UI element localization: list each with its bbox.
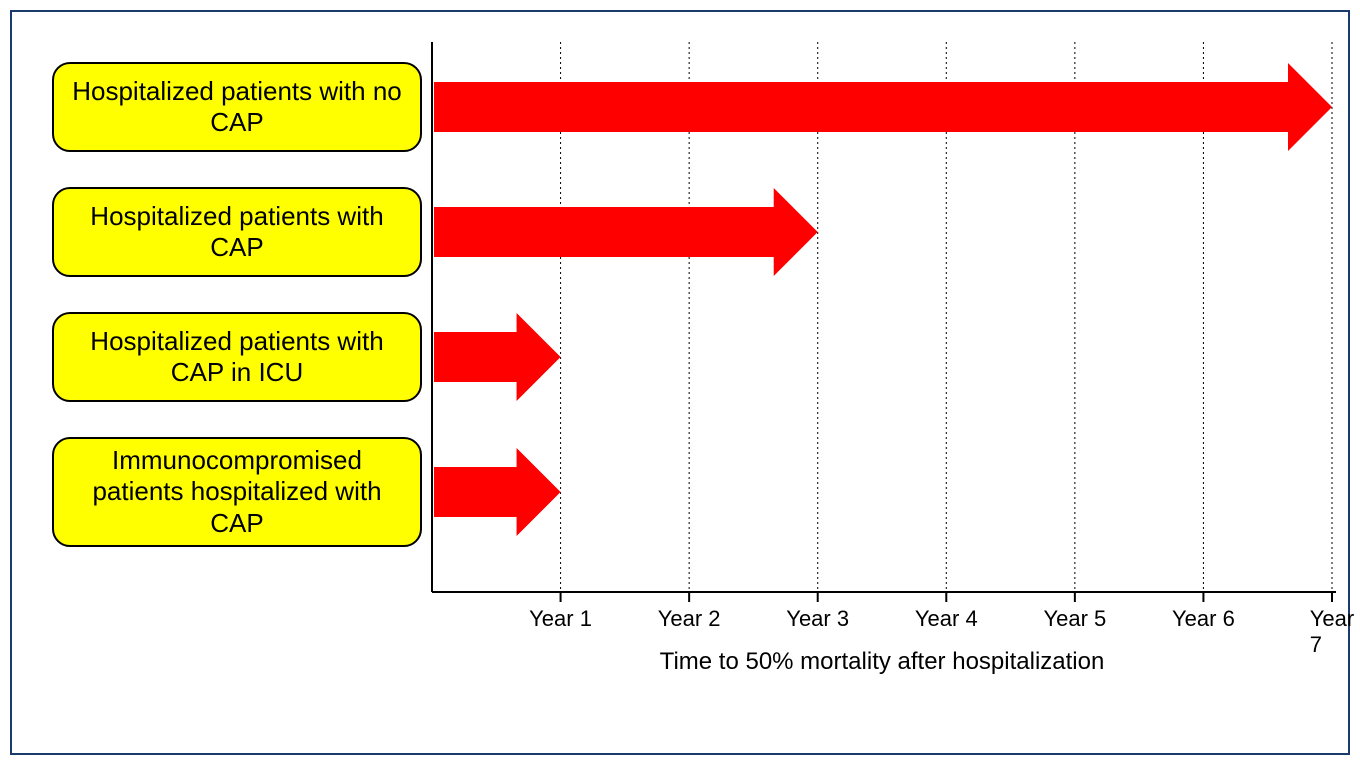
category-label-text: Immunocompromised patients hospitalized … [68, 445, 406, 539]
x-tick-label: Year 1 [529, 606, 592, 632]
x-tick-label: Year 4 [915, 606, 978, 632]
x-axis-title: Time to 50% mortality after hospitalizat… [660, 648, 1105, 676]
category-label-box: Immunocompromised patients hospitalized … [52, 437, 422, 547]
x-tick-label: Year 7 [1310, 606, 1354, 658]
category-label-box: Hospitalized patients with CAP in ICU [52, 312, 422, 402]
category-label-text: Hospitalized patients with CAP [68, 201, 406, 263]
x-tick-label: Year 3 [786, 606, 849, 632]
category-label-text: Hospitalized patients with CAP in ICU [68, 326, 406, 388]
chart-frame: Hospitalized patients with no CAP Hospita… [10, 10, 1350, 755]
arrow-bar [434, 63, 1332, 151]
category-label-box: Hospitalized patients with CAP [52, 187, 422, 277]
category-label-text: Hospitalized patients with no CAP [68, 76, 406, 138]
x-tick-label: Year 2 [658, 606, 721, 632]
arrow-bar [434, 188, 818, 276]
x-tick-label: Year 6 [1172, 606, 1235, 632]
arrow-bar [434, 313, 561, 401]
category-label-box: Hospitalized patients with no CAP [52, 62, 422, 152]
arrow-bar [434, 448, 561, 536]
x-tick-label: Year 5 [1043, 606, 1106, 632]
chart-area: Hospitalized patients with no CAP Hospita… [12, 12, 1348, 753]
